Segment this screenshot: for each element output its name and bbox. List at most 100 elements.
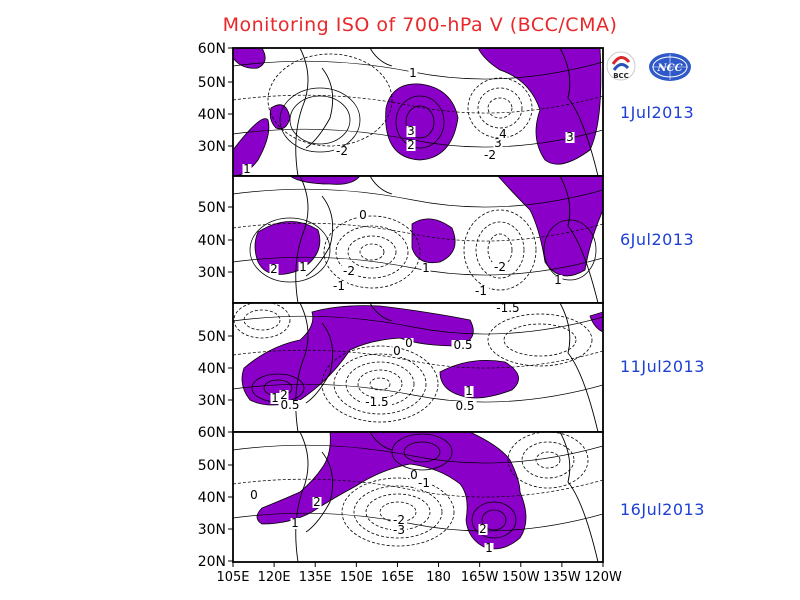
lat-tick-label: 30N	[198, 393, 226, 409]
contour-label: 1	[243, 162, 251, 176]
coastline	[369, 303, 393, 322]
contour-line	[333, 353, 427, 415]
contour-line	[507, 432, 589, 489]
contour-line	[335, 225, 409, 279]
panel-date-label: 11Jul2013	[620, 357, 705, 376]
contour-label: 0	[359, 208, 367, 222]
contour-label: 2	[313, 495, 321, 509]
positive-anomaly-region	[439, 360, 519, 399]
contour-label: 3	[566, 130, 574, 144]
contour-label: 3	[407, 124, 415, 138]
contour-label-bg	[270, 393, 280, 404]
contour-label-bg	[249, 490, 259, 501]
contour-label-bg	[482, 150, 498, 161]
contour-label: 1	[422, 261, 430, 275]
coastline	[305, 67, 334, 149]
lat-tick-label: 50N	[198, 329, 226, 345]
contour-line	[487, 313, 593, 367]
contour-label-bg	[278, 400, 302, 411]
contour-label-bg	[391, 515, 407, 526]
contour-line	[341, 477, 455, 547]
contour-label: -1.5	[365, 395, 388, 409]
lon-tick-label: 150E	[340, 570, 373, 585]
contour-label-bg	[331, 281, 347, 292]
coastline	[369, 176, 393, 195]
coastline	[559, 48, 599, 176]
lon-tick-label: 150W	[502, 570, 540, 585]
contour-label: -2	[343, 264, 355, 278]
contour-line	[463, 209, 537, 291]
positive-anomaly-region	[256, 432, 527, 550]
contour-label-bg	[391, 525, 407, 536]
coastline	[559, 176, 599, 303]
contour-label-bg	[451, 340, 475, 351]
contour-line	[321, 345, 439, 423]
contour-label: -1	[333, 279, 345, 293]
contour-label: -1	[475, 284, 487, 298]
lon-tick-label: 120W	[584, 570, 622, 585]
contour-label: 1	[485, 541, 493, 555]
contour-label: 1	[291, 516, 299, 530]
contour-label: 4	[499, 127, 507, 141]
contour-line	[249, 217, 331, 283]
lat-tick-label: 30N	[198, 265, 226, 281]
panel-date-label: 16Jul2013	[620, 500, 705, 519]
lat-tick-label: 40N	[198, 361, 226, 377]
contour-label-bg	[565, 132, 575, 143]
positive-anomaly-region	[589, 311, 603, 333]
contour-label-bg	[362, 397, 392, 408]
contour-label: 2	[280, 388, 288, 402]
panel-date-label: 1Jul2013	[620, 103, 695, 122]
contour-label-bg	[242, 164, 252, 175]
contour-label: 0.5	[453, 338, 472, 352]
contour-label-bg	[473, 286, 489, 297]
contour-label: 1	[299, 260, 307, 274]
contour-label-bg	[453, 401, 477, 412]
lat-tick-label: 50N	[198, 75, 226, 91]
contour-line	[289, 95, 351, 145]
contour-label: 2	[407, 138, 415, 152]
coastline	[295, 176, 309, 303]
lon-tick-label: 165W	[461, 570, 499, 585]
contour-line	[403, 441, 441, 463]
lat-tick-label: 20N	[198, 554, 226, 570]
contour-label-bg	[464, 386, 474, 397]
contour-label: 1	[271, 391, 279, 405]
map-panel: 012 -2-11 -21-1	[233, 176, 603, 303]
contour-line	[233, 222, 603, 242]
panel-date-label: 6Jul2013	[620, 230, 695, 249]
contour-label-bg	[406, 140, 416, 151]
bcc-logo-text: BCC	[613, 72, 629, 80]
lat-tick-label: 30N	[198, 522, 226, 538]
lon-tick-label: 135W	[543, 570, 581, 585]
ncc-logo-text: NCC	[656, 63, 682, 74]
lon-tick-label: 135E	[299, 570, 332, 585]
contour-label-bg	[404, 338, 414, 349]
contour-label-bg	[334, 146, 350, 157]
coastline	[295, 48, 309, 176]
lat-tick-label: 40N	[198, 490, 226, 506]
contour-label-bg	[269, 264, 279, 275]
contour-line	[323, 215, 421, 289]
contour-line	[477, 87, 523, 129]
contour-line	[233, 444, 603, 464]
contour-label-bg	[392, 346, 402, 357]
lat-tick-label: 40N	[198, 233, 226, 249]
contour-label-bg	[416, 478, 432, 489]
contour-label-bg	[478, 524, 488, 535]
contour-line	[475, 221, 525, 279]
contour-label-bg	[484, 543, 494, 554]
lat-tick-label: 30N	[198, 139, 226, 155]
contour-label: 0	[405, 336, 413, 350]
contour-line	[233, 512, 603, 532]
contour-label-bg	[406, 126, 416, 137]
contour-line	[345, 361, 415, 407]
contour-line	[487, 97, 513, 119]
contour-label-bg	[498, 129, 508, 140]
contour-line	[481, 509, 507, 531]
contour-line	[279, 87, 361, 153]
map-panel: 00 0.5-1.510.5-1.521 0.5	[233, 303, 603, 432]
contour-label-bg	[492, 262, 508, 273]
contour-label: -1	[418, 476, 430, 490]
